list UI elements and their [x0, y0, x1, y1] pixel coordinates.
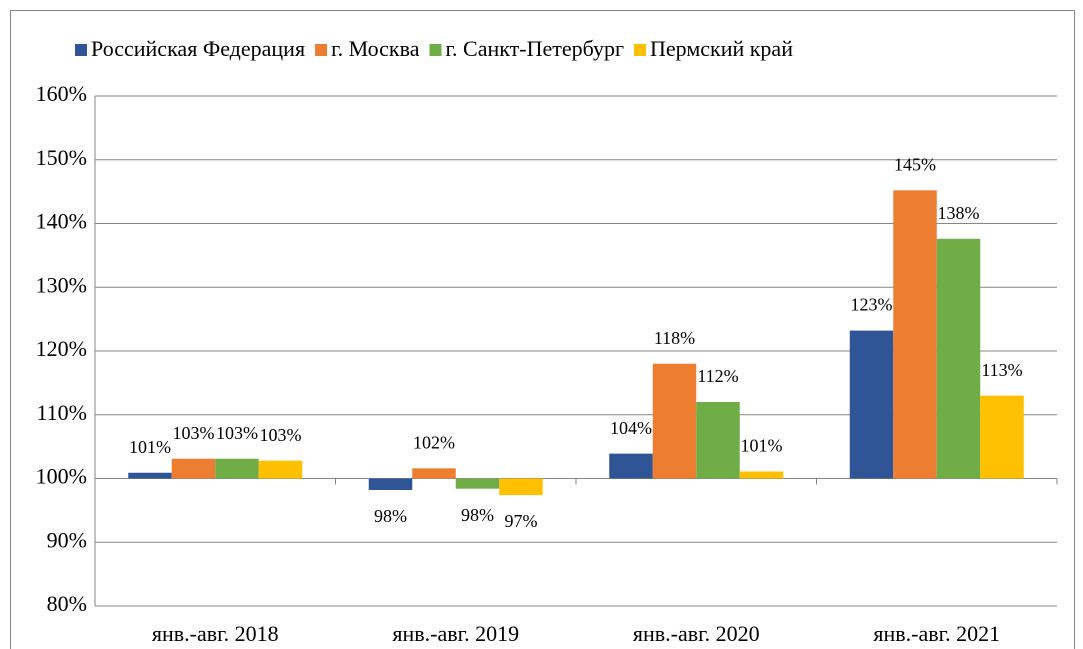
bar: [980, 395, 1024, 479]
bar: [936, 238, 981, 479]
bar: [455, 478, 500, 489]
bar: [499, 478, 543, 496]
data-label: 103%: [173, 423, 215, 443]
legend-label: Российская Федерация: [91, 36, 305, 61]
legend-label: г. Санкт-Петербург: [445, 36, 624, 61]
legend-label: г. Москва: [331, 36, 420, 61]
y-tick-label: 140%: [36, 209, 87, 234]
y-tick-label: 80%: [47, 591, 87, 616]
data-label: 102%: [413, 432, 455, 452]
legend-swatch: [634, 44, 646, 56]
data-label: 123%: [851, 295, 893, 315]
data-label: 104%: [610, 418, 652, 438]
bar: [609, 453, 653, 479]
x-tick-label: янв.-авг. 2019: [392, 621, 519, 646]
data-label: 101%: [741, 436, 783, 456]
data-label: 138%: [938, 203, 980, 223]
x-tick-label: янв.-авг. 2018: [152, 621, 279, 646]
data-label: 103%: [216, 423, 258, 443]
bar: [893, 190, 937, 479]
x-tick-label: янв.-авг. 2021: [873, 621, 1000, 646]
bar: [412, 468, 456, 479]
y-tick-label: 90%: [47, 527, 87, 552]
data-label: 145%: [894, 154, 936, 174]
y-tick-label: 150%: [36, 145, 87, 170]
legend-swatch: [315, 44, 328, 56]
data-label: 113%: [981, 360, 1022, 380]
bar: [215, 458, 259, 479]
y-tick-label: 110%: [36, 400, 87, 425]
data-label: 101%: [129, 437, 171, 457]
legend-swatch: [429, 44, 442, 56]
y-tick-label: 130%: [36, 272, 87, 297]
data-label: 112%: [697, 366, 738, 386]
bar: [368, 478, 413, 490]
x-tick-label: янв.-авг. 2020: [633, 621, 760, 646]
bar: [652, 363, 697, 479]
data-label: 98%: [374, 506, 407, 526]
legend-swatch: [75, 44, 87, 56]
legend-label: Пермский край: [650, 36, 793, 61]
chart-border: [10, 10, 1075, 649]
y-tick-label: 160%: [36, 81, 87, 106]
bar: [171, 458, 216, 479]
bar: [696, 402, 740, 479]
data-label: 97%: [505, 511, 538, 531]
data-label: 118%: [654, 328, 695, 348]
data-label: 103%: [260, 425, 302, 445]
data-label: 98%: [461, 505, 494, 525]
bar: [739, 471, 784, 479]
bar: [849, 330, 894, 479]
y-tick-label: 100%: [36, 464, 87, 489]
y-tick-label: 120%: [36, 336, 87, 361]
bar: [258, 460, 303, 479]
bar: [128, 472, 172, 479]
